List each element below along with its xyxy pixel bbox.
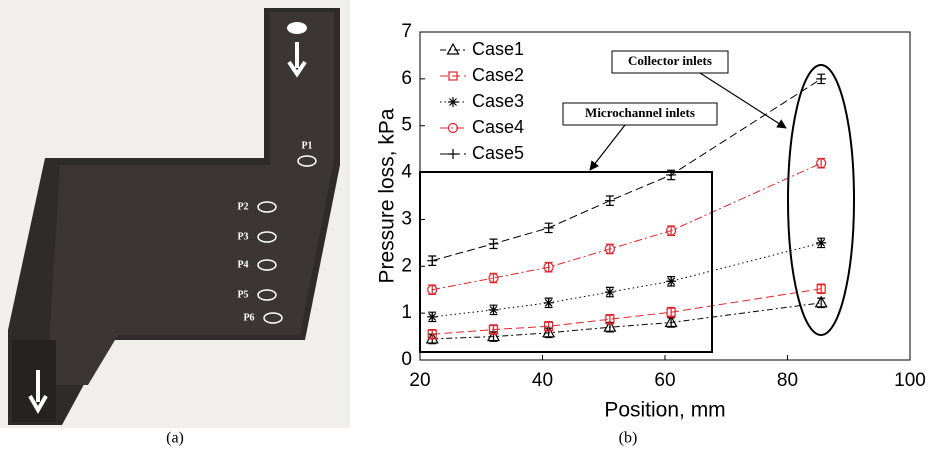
annotation-arrow [589, 124, 626, 171]
marker [666, 307, 676, 317]
marker [664, 315, 678, 328]
photo: P1 P2 P3 P4 P5 P6 (a) [0, 0, 350, 447]
legend-marker [446, 42, 460, 55]
marker [603, 319, 617, 332]
x-tick-label: 40 [532, 370, 553, 391]
y-tick-label: 2 [401, 255, 412, 276]
error-bar [667, 306, 676, 318]
y-tick-label: 1 [401, 302, 412, 323]
pressure-port-label: P5 [237, 289, 248, 300]
flow-arrow [28, 370, 48, 415]
marker [816, 73, 827, 84]
pressure-port [257, 289, 277, 301]
legend-marker [448, 71, 458, 81]
outlet-channel [12, 340, 56, 422]
legend-label: Case2 [472, 65, 524, 85]
x-tick-label: 60 [654, 370, 675, 391]
marker [488, 272, 499, 284]
pressure-port [263, 312, 283, 324]
photo-labels: P1 P2 P3 P4 P5 P6 [237, 140, 317, 324]
y-tick-label: 4 [401, 162, 412, 183]
legend-marker [448, 97, 458, 107]
caption: (b) [619, 430, 638, 447]
legend-label: Case4 [472, 117, 524, 137]
pressure-port-label: P1 [301, 140, 312, 151]
error-bar [817, 297, 826, 309]
marker [427, 284, 438, 295]
marker [605, 314, 615, 324]
legend-label: Case3 [472, 91, 524, 111]
y-tick-label: 0 [401, 349, 412, 370]
annotation-box [611, 50, 729, 74]
marker [427, 311, 438, 322]
pressure-port-label: P2 [237, 201, 248, 212]
y-tick-label: 7 [401, 21, 412, 42]
pressure-port-label: P4 [237, 259, 248, 270]
marker [486, 329, 501, 342]
marker [488, 238, 499, 249]
error-bar [489, 324, 498, 335]
pressure-port [297, 155, 317, 167]
highlight-ellipse [787, 64, 855, 336]
marker [816, 237, 827, 248]
x-axis-label: Position, mm [604, 399, 725, 422]
pressure-port-label: P6 [243, 312, 254, 323]
marker [543, 222, 554, 233]
flow-arrow [287, 42, 307, 78]
error-bar [605, 313, 614, 325]
annotation: Collector inlets [628, 53, 712, 68]
part-face [50, 12, 334, 385]
y-tick-label: 3 [401, 208, 412, 229]
marker [488, 324, 499, 335]
pressure-port [257, 231, 277, 243]
trend-line [432, 162, 822, 291]
y-tick-label: 6 [401, 68, 412, 89]
marker [488, 304, 499, 315]
inlet-hole [287, 22, 307, 34]
legend-label: Case1 [472, 39, 524, 59]
caption: (a) [166, 430, 184, 447]
marker [427, 255, 438, 266]
marker [544, 321, 554, 331]
marker [666, 225, 677, 236]
highlight-box [419, 171, 713, 353]
annotation-arrow [699, 72, 787, 129]
error-bar [667, 317, 676, 328]
error-bar [817, 283, 826, 295]
pressure-port [257, 259, 277, 271]
legend-marker [447, 122, 459, 134]
legend-label: Case5 [472, 143, 524, 163]
annotation: Microchannel inlets [585, 105, 695, 120]
marker [543, 262, 554, 273]
x-tick-label: 20 [409, 370, 430, 391]
marker [427, 329, 437, 339]
marker [816, 284, 826, 294]
marker [542, 325, 556, 338]
marker [816, 158, 827, 169]
marker [543, 297, 554, 308]
pressure-port-label: P3 [237, 231, 248, 242]
marker [814, 295, 828, 308]
x-tick-label: 100 [894, 370, 926, 391]
trend-line [432, 242, 822, 318]
error-bar [428, 328, 437, 340]
y-axis-label: Pressure loss, kPa [376, 108, 399, 283]
marker [604, 287, 615, 298]
y-tick-label: 5 [401, 115, 412, 136]
marker [604, 195, 615, 206]
trend-line [432, 78, 822, 262]
error-bar [544, 320, 553, 332]
annotation-box [562, 102, 718, 126]
pressure-port [257, 201, 277, 213]
legend-marker [448, 149, 458, 159]
trend-line [432, 302, 822, 340]
x-tick-label: 80 [777, 370, 798, 391]
chart: 0 1 2 3 4 5 6 7 20 40 60 80 100 Position, mm Pressure … [376, 21, 926, 447]
trend-line [432, 288, 822, 335]
marker [666, 276, 677, 287]
marker [604, 243, 615, 255]
